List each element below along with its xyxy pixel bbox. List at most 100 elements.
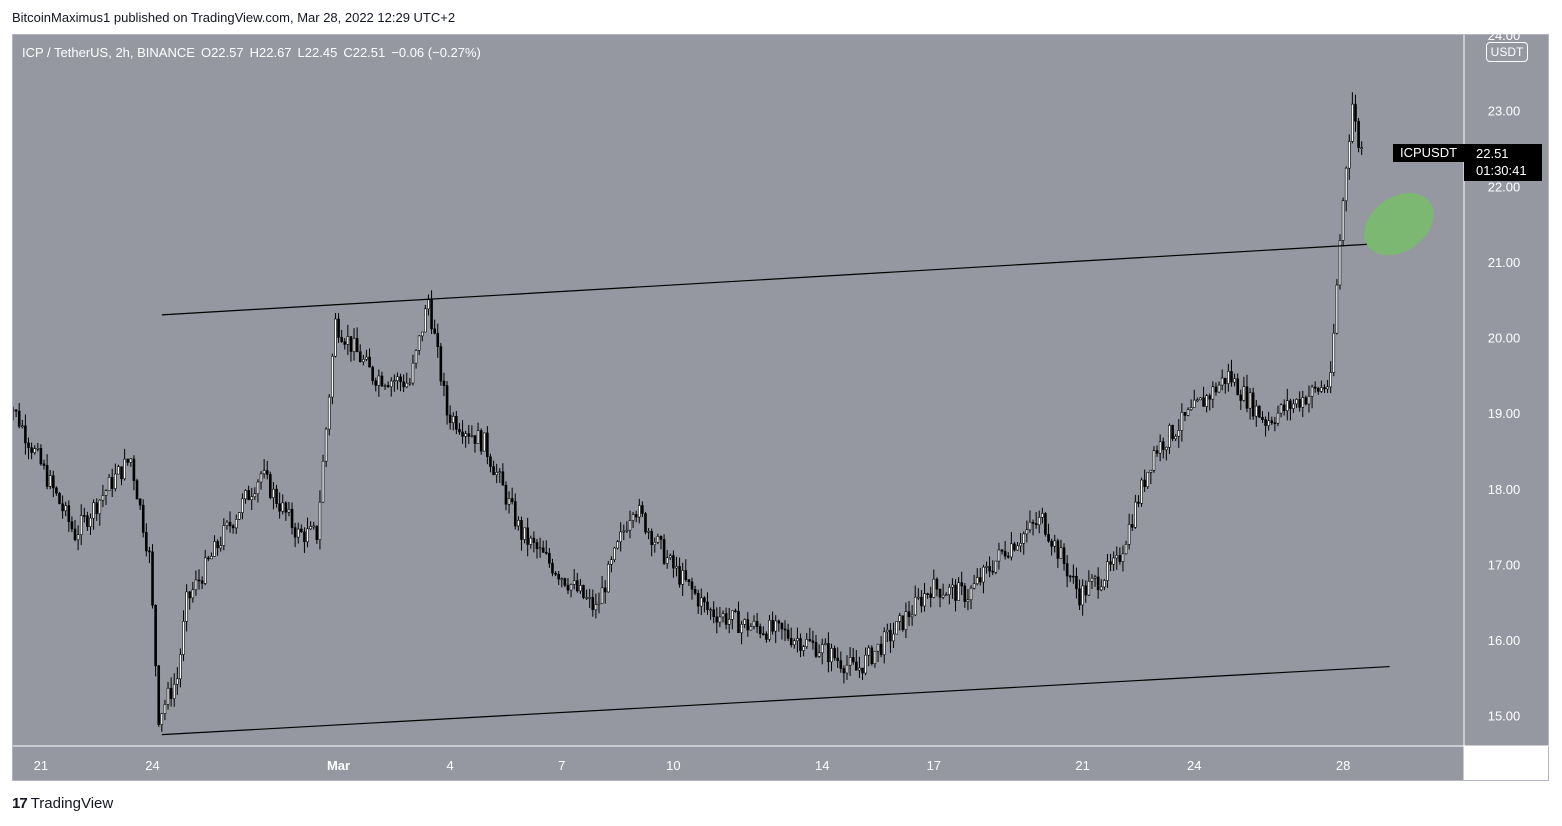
candle-up	[179, 654, 182, 680]
candle-down	[1208, 395, 1212, 400]
candle-up	[222, 525, 226, 546]
candle-up	[948, 586, 951, 595]
candle-down	[737, 610, 740, 634]
candle-up	[393, 380, 396, 382]
price-tick-label: 24.00	[1488, 28, 1521, 43]
candle-down	[275, 488, 278, 504]
candle-down	[603, 587, 607, 593]
price-tick-label: 22.00	[1488, 179, 1521, 194]
candle-up	[802, 646, 805, 651]
candle-down	[724, 613, 728, 625]
candle-up	[1090, 577, 1094, 582]
candle-down	[197, 579, 201, 582]
candle-up	[21, 425, 24, 428]
candle-down	[1245, 386, 1249, 409]
candle-down	[132, 458, 136, 481]
candle-up	[675, 566, 678, 569]
candle-up	[1134, 501, 1137, 528]
candle-up	[718, 616, 722, 623]
candle-down	[157, 665, 161, 725]
candle-up	[560, 578, 564, 580]
candle-up	[117, 466, 120, 475]
candle-down	[1264, 419, 1267, 426]
candle-down	[154, 604, 157, 667]
candle-up	[327, 396, 331, 430]
candle-up	[858, 667, 861, 671]
candle-up	[92, 502, 95, 519]
candle-down	[473, 435, 477, 444]
candle-down	[216, 541, 219, 549]
time-tick-label: 28	[1336, 758, 1350, 773]
candle-down	[1313, 386, 1317, 389]
candle-down	[926, 593, 929, 595]
time-tick-label: 10	[666, 758, 680, 773]
symbol-legend: ICP / TetherUS, 2h, BINANCE O22.57 H22.67 L…	[22, 45, 481, 60]
candle-down	[734, 610, 737, 613]
candle-down	[120, 466, 123, 480]
candle-up	[622, 530, 626, 533]
candle-up	[89, 517, 92, 527]
candle-up	[1152, 450, 1156, 471]
candle-up	[898, 615, 902, 622]
candle-down	[358, 351, 362, 363]
candle-down	[548, 553, 551, 564]
tradingview-logo[interactable]: 17 TradingView	[12, 795, 113, 812]
candle-up	[631, 514, 635, 521]
candle-up	[383, 385, 387, 387]
candle-down	[544, 552, 548, 554]
candle-up	[1301, 397, 1305, 408]
time-axis[interactable]	[13, 746, 1464, 780]
candle-down	[436, 332, 440, 347]
candle-down	[402, 381, 405, 388]
candle-up	[482, 432, 486, 452]
candle-down	[678, 566, 681, 585]
candle-up	[882, 631, 886, 656]
candle-down	[1304, 397, 1308, 405]
candle-up	[1180, 412, 1184, 431]
candle-up	[1347, 141, 1351, 169]
candle-up	[411, 362, 415, 384]
candle-up	[166, 687, 170, 705]
candle-up	[740, 624, 743, 634]
candle-down	[644, 513, 647, 533]
candle-up	[250, 496, 254, 501]
candle-up	[185, 591, 188, 622]
candle-up	[424, 308, 427, 333]
candle-down	[520, 520, 523, 540]
candle-up	[1341, 200, 1345, 241]
candle-up	[913, 596, 917, 616]
candle-up	[98, 499, 102, 515]
candle-up	[107, 476, 111, 492]
candle-up	[820, 644, 824, 654]
legend-close-label: C	[343, 45, 353, 60]
candle-up	[324, 428, 328, 462]
candle-down	[1096, 576, 1100, 591]
candle-down	[551, 562, 554, 574]
candle-up	[1196, 399, 1199, 402]
candle-up	[1360, 147, 1363, 150]
candle-down	[758, 626, 762, 635]
candle-up	[594, 604, 598, 611]
currency-badge[interactable]: USDT	[1486, 42, 1528, 62]
candle-up	[427, 299, 430, 310]
candle-up	[495, 472, 498, 476]
legend-symbol[interactable]: ICP / TetherUS, 2h, BINANCE	[22, 45, 195, 60]
candle-down	[337, 318, 340, 338]
candle-down	[489, 456, 492, 467]
legend-low: 22.45	[304, 45, 338, 60]
candle-down	[492, 466, 495, 476]
candle-up	[1168, 425, 1171, 448]
candle-up	[1127, 524, 1131, 545]
candle-down	[461, 431, 464, 437]
candle-up	[972, 583, 976, 589]
candle-down	[486, 432, 489, 458]
last-price-tag: 22.51 01:30:41	[1464, 144, 1542, 181]
candle-up	[1199, 397, 1202, 401]
candle-up	[76, 534, 80, 541]
candle-up	[610, 559, 613, 565]
candle-up	[886, 629, 889, 633]
legend-high-label: H	[249, 45, 259, 60]
candle-up	[572, 580, 576, 585]
time-tick-label: 21	[34, 758, 48, 773]
